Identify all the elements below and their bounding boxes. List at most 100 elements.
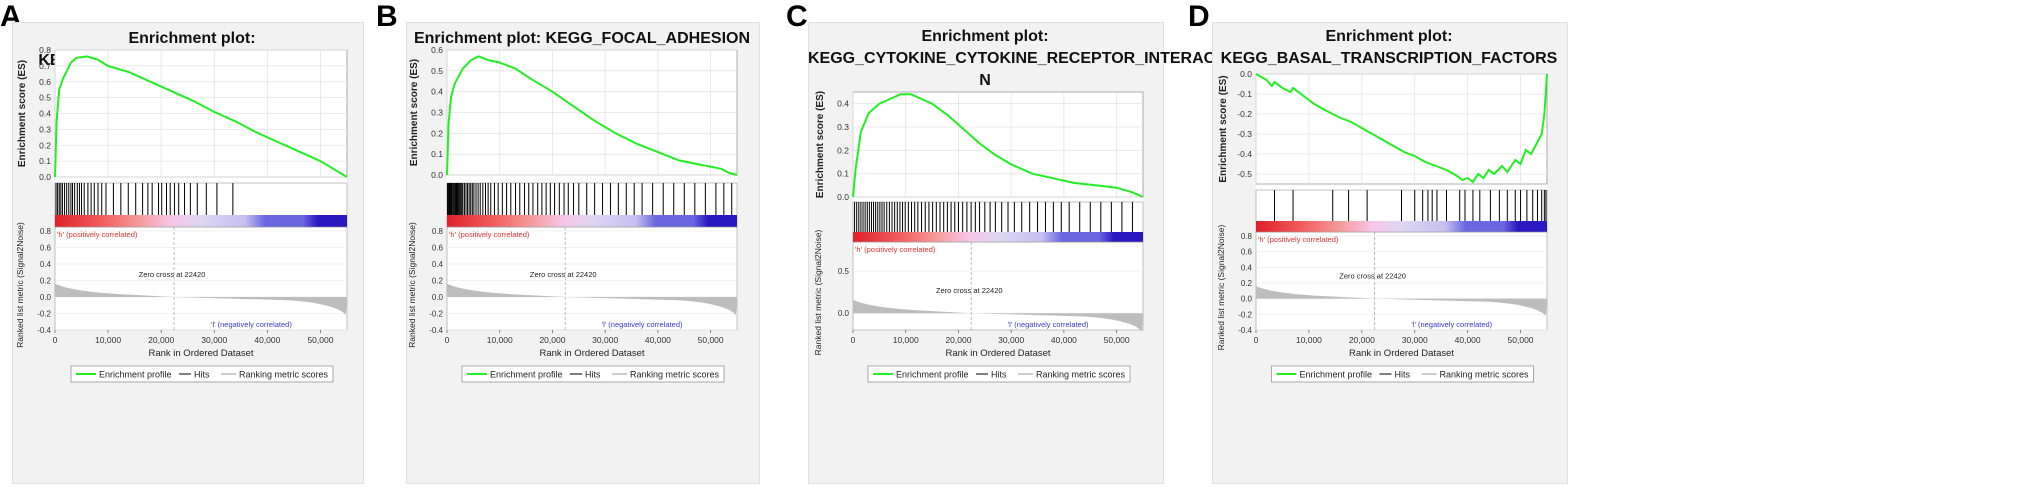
panel-a-es-tick-label: 0.5 [39, 93, 51, 103]
panel-c-x-tick-label: 0 [851, 335, 856, 345]
panel-b-legend-metric: Ranking metric scores [630, 370, 720, 380]
panel-d-metric-tick-label: 0.2 [1241, 279, 1253, 288]
panel-b-ranking-metric-area [447, 283, 737, 316]
panel-d-metric-tick-label: 0.0 [1241, 295, 1253, 304]
panel-a-ranking-metric-area [55, 283, 347, 316]
panel-a-es-tick-label: 0.2 [39, 140, 51, 150]
panel-d-metric-ylabel: Ranked list metric (Signal2Noise) [1216, 225, 1226, 351]
panel-c-x-tick-label: 20,000 [945, 335, 971, 345]
panel-c-ranking-color-bar [853, 232, 1143, 242]
panel-d-metric-tick-label: -0.4 [1238, 326, 1252, 335]
panel-d-es-tick-label: -0.5 [1237, 169, 1252, 179]
panel-b-metric-tick-label: 0.4 [432, 260, 444, 269]
panel-d-es-tick-label: -0.3 [1237, 129, 1252, 139]
panel-a-metric-tick-label: -0.2 [37, 310, 51, 319]
panel-a-legend-hits: Hits [194, 370, 210, 380]
panel-b-es-tick-label: 0.3 [431, 108, 443, 118]
panel-c-es-tick-label: 0.1 [837, 169, 849, 179]
panel-c-metric-ylabel: Ranked list metric (Signal2Noise) [813, 230, 823, 356]
panel-d-ranking-metric-area [1256, 286, 1547, 316]
panel-b-positive-label: 'h' (positively correlated) [449, 230, 530, 239]
panel-a-es-tick-label: 0.7 [39, 61, 51, 71]
panel-a-xlabel: Rank in Ordered Dataset [148, 348, 253, 359]
panel-a-gsea-plot: 0.0 0.1 0.2 0.3 0.4 0.5 0.6 0.7 0.8 Enrichment sc… [15, 45, 348, 383]
panel-a-metric-tick-label: 0.4 [40, 260, 52, 269]
panel-b-negative-label: 'l' (negatively correlated) [602, 320, 683, 329]
panel-b-metric-tick-label: -0.4 [429, 326, 443, 335]
panel-d-x-tick-label: 20,000 [1349, 335, 1375, 345]
panel-d-x-tick-label: 50,000 [1508, 335, 1534, 345]
panel-letter-d: D [1188, 0, 1210, 33]
panel-b-metric-tick-label: 0.2 [432, 277, 444, 286]
panel-a-enrichment-profile-line [54, 55, 348, 178]
panel-c-es-tick-label: 0.3 [837, 122, 849, 132]
panel-d-enrichment-profile-line [1255, 73, 1548, 184]
panel-d-gsea-plot: 0.0 -0.1 -0.2 -0.3 -0.4 -0.5 Enrichment score … [1216, 69, 1548, 383]
panel-c-title: Enrichment plot: KEGG_CYTOKINE_CYTOKINE_… [808, 26, 1242, 92]
panel-b-x-tick-label: 40,000 [645, 335, 671, 345]
panel-a-legend-es: Enrichment profile [99, 370, 172, 380]
panel-c-gsea-plot: 0.0 0.1 0.2 0.3 0.4 Enrichment score (ES) 0.5 0… [813, 91, 1144, 383]
panel-a-metric-ylabel: Ranked list metric (Signal2Noise) [15, 222, 25, 348]
panel-d-legend-es: Enrichment profile [1300, 370, 1373, 380]
panel-d-es-tick-label: -0.2 [1237, 109, 1252, 119]
panel-b-ranking-color-bar [447, 215, 737, 227]
panel-b-x-tick-label: 10,000 [487, 335, 513, 345]
panel-c-negative-label: 'l' (negatively correlated) [1008, 320, 1089, 329]
panel-c-legend-box [867, 365, 1131, 383]
panel-c-positive-label: 'h' (positively correlated) [855, 245, 936, 254]
panel-d-title-line-2: KEGG_BASAL_TRANSCRIPTION_FACTORS [1220, 50, 1558, 67]
panel-b-zero-cross-label: Zero cross at 22420 [530, 270, 597, 279]
panel-d-legend-box [1271, 365, 1534, 383]
panel-b-es-ylabel: Enrichment score (ES) [409, 59, 420, 166]
panel-a-x-tick-label: 40,000 [254, 335, 280, 345]
panel-d-metric-tick-label: 0.8 [1241, 232, 1253, 241]
panel-d-legend-hits: Hits [1395, 370, 1411, 380]
panel-b-metric-tick-label: 0.8 [432, 227, 444, 236]
panel-d-metric-tick-label: 0.6 [1241, 248, 1253, 257]
panel-a-x-tick-label: 0 [53, 335, 58, 345]
panel-b-es-tick-label: 0.4 [431, 87, 443, 97]
panel-c-legend-metric: Ranking metric scores [1036, 370, 1126, 380]
panel-d-es-tick-label: 0.0 [1240, 69, 1252, 79]
panel-c-title-line-2: KEGG_CYTOKINE_CYTOKINE_RECEPTOR_INTERACT… [808, 50, 1242, 67]
panel-d-xlabel: Rank in Ordered Dataset [1349, 348, 1454, 359]
panel-a-metric-tick-label: -0.4 [37, 326, 51, 335]
panel-c-es-tick-label: 0.2 [837, 145, 849, 155]
panel-d-ranking-color-bar [1256, 221, 1547, 232]
panel-c-title-line-3: N [979, 72, 991, 89]
panel-d-negative-label: 'l' (negatively correlated) [1411, 320, 1492, 329]
panel-c-legend-hits: Hits [991, 370, 1007, 380]
panel-a-x-tick-label: 30,000 [201, 335, 227, 345]
panel-d-es-ylabel: Enrichment score (ES) [1218, 75, 1229, 182]
panel-d-es-tick-label: -0.1 [1237, 89, 1252, 99]
panel-letter-b: B [376, 0, 398, 33]
panel-b-x-tick-label: 20,000 [539, 335, 565, 345]
panel-c-es-tick-label: 0.0 [837, 192, 849, 202]
panel-c-x-tick-label: 40,000 [1051, 335, 1077, 345]
panel-a-metric-tick-label: 0.2 [40, 277, 52, 286]
panel-b-legend-box [461, 365, 725, 383]
panel-d-metric-tick-label: -0.2 [1238, 310, 1252, 319]
panel-d-x-tick-label: 10,000 [1296, 335, 1322, 345]
panel-c-es-tick-label: 0.4 [837, 99, 849, 109]
panel-d-title-line-1: Enrichment plot: [1325, 28, 1453, 45]
panel-b-title-line-1: Enrichment plot: KEGG_FOCAL_ADHESION [413, 30, 751, 47]
panel-b-gsea-plot: 0.0 0.1 0.2 0.3 0.4 0.5 0.6 Enrichment score (E… [407, 45, 738, 383]
panel-a-es-tick-label: 0.6 [39, 77, 51, 87]
panel-b-metric-tick-label: -0.2 [429, 310, 443, 319]
panel-b-title: Enrichment plot: KEGG_FOCAL_ADHESION [406, 28, 758, 50]
panel-a-es-tick-label: 0.3 [39, 124, 51, 134]
panel-d-es-tick-label: -0.4 [1237, 149, 1252, 159]
panel-c-legend-es: Enrichment profile [896, 370, 969, 380]
panel-b-es-tick-label: 0.6 [431, 45, 443, 55]
panel-a-metric-tick-label: 0.6 [40, 244, 52, 253]
panel-d-metric-tick-label: 0.4 [1241, 263, 1253, 272]
panel-b-x-tick-label: 0 [445, 335, 450, 345]
panel-c-x-tick-label: 10,000 [893, 335, 919, 345]
panel-a-metric-tick-label: 0.8 [40, 227, 52, 236]
panel-c-title-line-1: Enrichment plot: [921, 28, 1049, 45]
panel-c-xlabel: Rank in Ordered Dataset [945, 348, 1050, 359]
panel-a-es-tick-label: 0.1 [39, 156, 51, 166]
panel-c-es-ylabel: Enrichment score (ES) [815, 91, 826, 198]
